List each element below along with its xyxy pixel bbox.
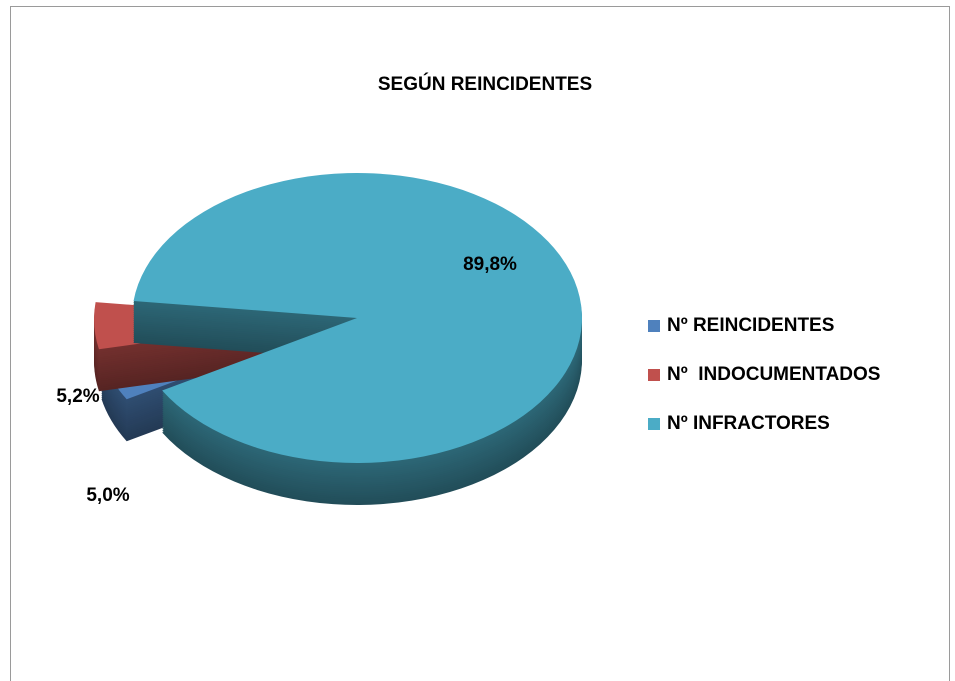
- slice: [133, 173, 582, 505]
- legend-swatch: [648, 320, 660, 332]
- legend-swatch: [648, 418, 660, 430]
- legend-label: Nº INFRACTORES: [667, 413, 830, 434]
- legend-swatch: [648, 369, 660, 381]
- legend-label: Nº INDOCUMENTADOS: [667, 364, 880, 385]
- chart-title: SEGÚN REINCIDENTES: [378, 73, 592, 95]
- slice-top: [133, 173, 582, 464]
- data-label: 5,0%: [86, 485, 129, 506]
- data-label: 89,8%: [463, 254, 517, 275]
- data-label: 5,2%: [56, 386, 99, 407]
- legend-label: Nº REINCIDENTES: [667, 315, 834, 336]
